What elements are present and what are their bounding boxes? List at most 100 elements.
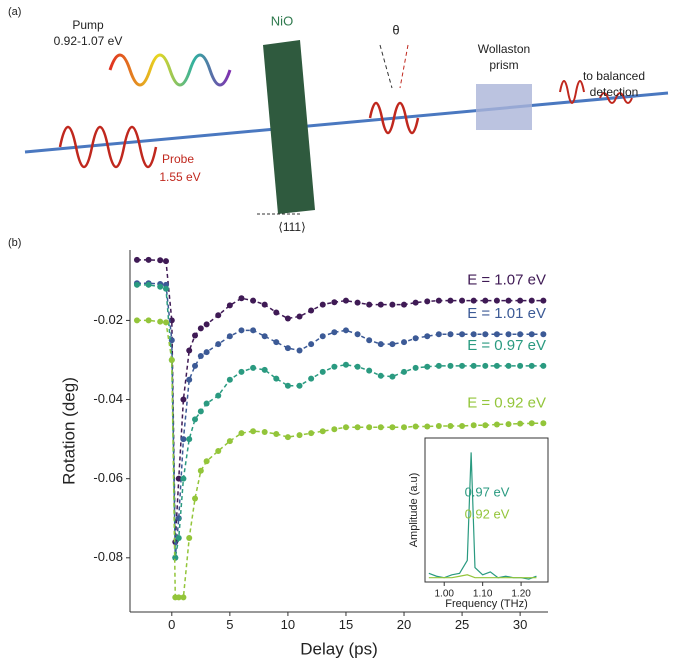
data-point (273, 339, 280, 346)
data-point (203, 400, 210, 407)
data-point (517, 331, 524, 338)
data-point (261, 301, 268, 308)
series-label: E = 0.97 eV (467, 337, 546, 354)
data-point (203, 321, 210, 328)
data-point (354, 424, 361, 431)
data-point (180, 396, 187, 403)
data-point (296, 432, 303, 439)
data-point (145, 281, 152, 288)
data-point (493, 421, 500, 428)
y-tick-label: -0.08 (93, 549, 123, 564)
data-point (192, 332, 199, 339)
data-point (470, 297, 477, 304)
x-tick-label: 10 (281, 617, 295, 632)
data-point (261, 366, 268, 373)
data-point (238, 430, 245, 437)
x-tick-label: 5 (226, 617, 233, 632)
data-point (238, 368, 245, 375)
data-point (470, 422, 477, 429)
ref-line (379, 44, 393, 89)
data-point (342, 424, 349, 431)
data-point (192, 416, 199, 423)
pump-energy: 0.92-1.07 eV (54, 34, 123, 48)
data-point (192, 362, 199, 369)
data-point (401, 339, 408, 346)
diagram: (a) Pump 0.92-1.07 eV NiO θ Wollaston pr… (8, 6, 669, 249)
data-point (273, 375, 280, 382)
data-point (377, 372, 384, 379)
beam (24, 91, 669, 154)
data-point (342, 297, 349, 304)
data-point (424, 333, 431, 340)
data-point (186, 347, 193, 354)
data-point (482, 422, 489, 429)
data-point (238, 295, 245, 302)
data-point (435, 362, 442, 369)
data-point (366, 337, 373, 344)
data-point (540, 331, 547, 338)
data-point (238, 327, 245, 334)
data-point (517, 362, 524, 369)
data-point (319, 368, 326, 375)
data-point (389, 341, 396, 348)
data-point (180, 475, 187, 482)
data-point (319, 428, 326, 435)
data-point (366, 301, 373, 308)
data-point (401, 424, 408, 431)
data-point (505, 421, 512, 428)
data-point (319, 301, 326, 308)
data-point (354, 363, 361, 370)
y-tick-label: -0.02 (93, 312, 123, 327)
data-point (203, 349, 210, 356)
data-point (389, 373, 396, 380)
data-point (197, 408, 204, 415)
series-line (428, 574, 537, 579)
data-point (284, 434, 291, 441)
data-point (528, 331, 535, 338)
data-point (162, 319, 169, 326)
data-point (435, 331, 442, 338)
data-point (412, 335, 419, 342)
prism-label: Wollaston (478, 42, 530, 56)
data-point (493, 362, 500, 369)
x-tick-label: 0 (168, 617, 175, 632)
series-label: E = 1.01 eV (467, 305, 546, 322)
data-point (226, 438, 233, 445)
data-point (447, 331, 454, 338)
series-label: E = 1.07 eV (467, 272, 546, 289)
split-pulses (559, 80, 633, 104)
data-point (250, 364, 257, 371)
data-point (424, 423, 431, 430)
data-point (157, 283, 164, 290)
data-point (401, 368, 408, 375)
panel-label: (b) (8, 237, 21, 249)
plot-frame (424, 437, 549, 583)
data-point (226, 333, 233, 340)
data-point (145, 317, 152, 324)
data-point (517, 420, 524, 427)
series-label: E = 0.92 eV (467, 394, 546, 411)
x-tick-label: 1.20 (511, 589, 531, 600)
data-point (186, 436, 193, 443)
data-point (528, 420, 535, 427)
data-point (354, 299, 361, 306)
sample-label: NiO (271, 13, 293, 28)
data-point (331, 329, 338, 336)
data-point (296, 347, 303, 354)
data-point (331, 299, 338, 306)
probe-energy: 1.55 eV (159, 170, 200, 184)
data-point (331, 363, 338, 370)
data-point (412, 423, 419, 430)
data-point (459, 297, 466, 304)
data-point (401, 301, 408, 308)
data-point (157, 257, 164, 264)
data-point (540, 420, 547, 427)
data-point (175, 535, 182, 542)
data-point (482, 297, 489, 304)
data-point (308, 430, 315, 437)
data-point (284, 315, 291, 322)
data-point (517, 297, 524, 304)
axis-label: ⟨111⟩ (278, 220, 306, 234)
data-point (354, 331, 361, 338)
data-point (540, 297, 547, 304)
